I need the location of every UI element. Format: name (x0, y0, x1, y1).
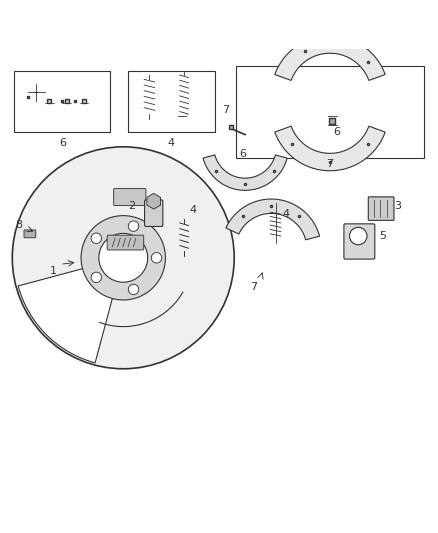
Circle shape (91, 233, 102, 244)
FancyBboxPatch shape (368, 197, 394, 220)
FancyBboxPatch shape (24, 230, 36, 238)
Text: 2: 2 (128, 201, 135, 212)
Text: 1: 1 (50, 266, 57, 276)
Text: 6: 6 (333, 127, 340, 137)
Polygon shape (275, 36, 385, 80)
Circle shape (81, 216, 166, 300)
Text: 3: 3 (394, 201, 401, 212)
Text: 7: 7 (222, 106, 229, 116)
Bar (237, 66, 424, 158)
Polygon shape (275, 126, 385, 171)
Text: 6: 6 (59, 138, 66, 148)
Text: 5: 5 (379, 231, 386, 241)
Text: 4: 4 (189, 205, 197, 215)
Text: 7: 7 (326, 158, 334, 168)
Polygon shape (147, 193, 160, 209)
Circle shape (91, 272, 102, 282)
FancyBboxPatch shape (344, 224, 375, 259)
FancyBboxPatch shape (145, 200, 163, 227)
Text: 4: 4 (283, 209, 290, 219)
Circle shape (350, 228, 367, 245)
Text: 8: 8 (15, 220, 22, 230)
FancyBboxPatch shape (107, 235, 144, 250)
Circle shape (12, 147, 234, 369)
FancyBboxPatch shape (114, 189, 146, 206)
Text: 4: 4 (168, 138, 175, 148)
Wedge shape (18, 258, 123, 363)
Circle shape (99, 233, 148, 282)
Text: 6: 6 (240, 149, 247, 159)
Circle shape (128, 284, 139, 295)
Circle shape (128, 221, 139, 231)
Bar (127, 71, 215, 132)
Text: 7: 7 (250, 282, 258, 292)
Circle shape (151, 253, 162, 263)
Bar (14, 71, 110, 132)
Polygon shape (203, 155, 287, 190)
Polygon shape (226, 199, 320, 240)
